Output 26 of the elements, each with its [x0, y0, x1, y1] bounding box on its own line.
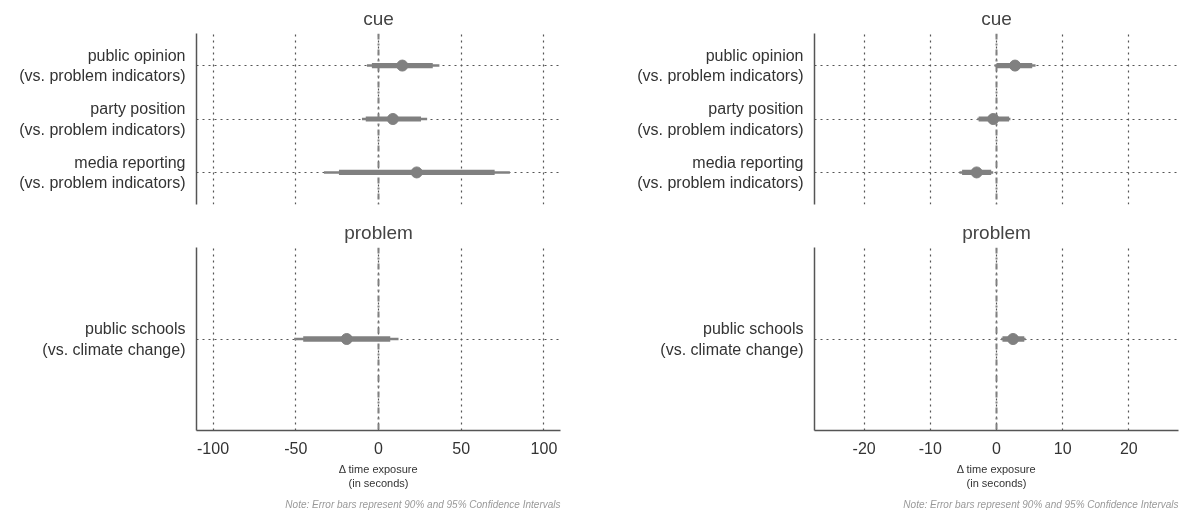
chart-title: cue [981, 7, 1012, 29]
x-tick-label: 0 [374, 439, 384, 457]
text: Note: Error bars represent 90% and 95% Confidence Intervals [285, 498, 561, 510]
x-tick-label: 0 [992, 439, 1002, 457]
x-axis-title: Δ time exposure (in seconds) [956, 462, 1036, 489]
x-axis-title: Δ time exposure (in seconds) [338, 462, 418, 489]
y-tick-label: public schools (vs. climate change) [660, 320, 804, 358]
y-tick-label: media reporting (vs. problem indicators) [19, 153, 186, 192]
y-tick-label: party position (vs. problem indicators) [637, 100, 804, 138]
y-tick-label: public opinion (vs. problem indicators) [19, 46, 186, 85]
x-tick-label: 50 [452, 439, 471, 457]
chart-title: cue [363, 7, 394, 29]
x-tick-label: -10 [918, 439, 942, 457]
y-tick-label: public schools (vs. climate change) [42, 320, 186, 358]
x-tick-label: -100 [197, 439, 230, 457]
x-tick-label: 20 [1119, 439, 1138, 457]
x-tick-label: 10 [1053, 439, 1072, 457]
x-tick-label: -20 [852, 439, 876, 457]
x-tick-label: 100 [530, 439, 558, 457]
y-tick-label: public opinion (vs. problem indicators) [637, 46, 804, 85]
text: Note: Error bars represent 90% and 95% Confidence Intervals [903, 498, 1179, 510]
chart-title: problem [962, 221, 1031, 243]
y-tick-label: media reporting (vs. problem indicators) [637, 153, 804, 192]
y-tick-label: party position (vs. problem indicators) [19, 100, 186, 138]
x-tick-label: -50 [284, 439, 308, 457]
chart-title: problem [344, 221, 413, 243]
